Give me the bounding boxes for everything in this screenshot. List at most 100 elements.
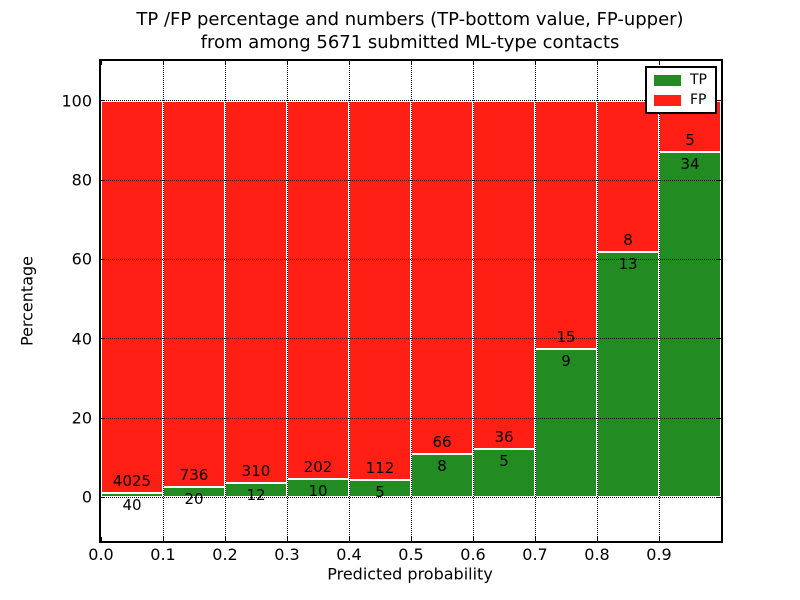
y-gridline (101, 179, 721, 181)
x-tick-label: 0.3 (274, 545, 300, 564)
tp-count-label: 8 (437, 457, 447, 476)
plot-area: TP FP 4025 40 736 20 310 12 202 10 112 5 66 8 36 5 15 9… (99, 59, 723, 543)
fp-bar-segment (411, 100, 473, 455)
fp-count-label: 202 (303, 457, 333, 476)
y-tick-mark (717, 496, 721, 498)
y-tick-mark (717, 100, 721, 102)
y-tick-label: 40 (71, 329, 92, 349)
legend-label-fp: FP (690, 92, 707, 108)
tp-count-label: 20 (184, 489, 204, 508)
y-axis-label: Percentage (17, 255, 37, 347)
x-tick-label: 0.5 (398, 545, 424, 564)
x-tick-label: 0.7 (522, 545, 548, 564)
fp-count-label: 36 (494, 427, 514, 446)
fp-count-label: 310 (241, 461, 271, 480)
tp-count-label: 12 (246, 485, 266, 504)
x-gridline (286, 61, 288, 541)
y-tick-mark (717, 179, 721, 181)
fp-count-label: 5 (685, 130, 695, 149)
y-tick-label: 100 (61, 91, 92, 111)
chart-title: TP /FP percentage and numbers (TP-bottom… (136, 8, 683, 54)
x-gridline (472, 61, 474, 541)
x-axis-label: Predicted probability (327, 564, 493, 584)
legend: TP FP (645, 66, 717, 114)
x-tick-mark (348, 537, 350, 541)
x-tick-mark (410, 537, 412, 541)
fp-count-label: 4025 (112, 472, 152, 491)
x-tick-mark (286, 537, 288, 541)
x-tick-mark (162, 61, 164, 65)
legend-label-tp: TP (690, 72, 707, 88)
x-tick-mark (224, 537, 226, 541)
fp-count-label: 112 (365, 459, 395, 478)
tp-count-label: 13 (618, 254, 638, 273)
x-gridline (658, 61, 660, 541)
tp-bar-segment (659, 151, 721, 498)
y-tick-label: 0 (81, 487, 92, 507)
y-tick-mark (101, 100, 105, 102)
x-gridline (348, 61, 350, 541)
x-tick-label: 0.2 (212, 545, 238, 564)
x-tick-mark (348, 61, 350, 65)
tp-count-label: 10 (308, 481, 328, 500)
fp-bar-segment (535, 100, 597, 349)
x-gridline (534, 61, 536, 541)
x-tick-mark (410, 61, 412, 65)
tp-count-label: 5 (375, 483, 385, 502)
chart-title-line1: TP /FP percentage and numbers (TP-bottom… (136, 9, 684, 30)
x-gridline (224, 61, 226, 541)
y-tick-label: 20 (71, 408, 92, 428)
fp-bar-segment (473, 100, 535, 449)
legend-item-fp: FP (654, 92, 707, 108)
y-tick-mark (717, 338, 721, 340)
x-tick-mark (162, 537, 164, 541)
fp-bar-segment (287, 100, 349, 479)
x-tick-label: 0.8 (584, 545, 610, 564)
x-tick-label: 0.0 (88, 545, 114, 564)
fp-bar-segment (163, 100, 225, 487)
y-tick-mark (717, 258, 721, 260)
y-gridline (101, 100, 721, 102)
tp-bar-segment (535, 348, 597, 498)
x-tick-mark (100, 61, 102, 65)
fp-count-label: 66 (432, 433, 452, 452)
y-gridline (101, 417, 721, 419)
y-tick-mark (101, 338, 105, 340)
x-tick-mark (286, 61, 288, 65)
tp-bar-segment (597, 251, 659, 498)
y-tick-mark (717, 417, 721, 419)
y-gridline (101, 338, 721, 340)
fp-bar-segment (225, 100, 287, 483)
fp-count-label: 15 (556, 327, 576, 346)
y-tick-mark (101, 258, 105, 260)
x-tick-mark (534, 61, 536, 65)
fp-count-label: 8 (623, 230, 633, 249)
x-tick-label: 0.1 (150, 545, 176, 564)
y-gridline (101, 496, 721, 498)
x-gridline (162, 61, 164, 541)
fp-legend-swatch (654, 94, 681, 106)
fp-bar-segment (101, 100, 163, 494)
y-tick-label: 80 (71, 170, 92, 190)
x-tick-mark (596, 537, 598, 541)
x-tick-mark (224, 61, 226, 65)
x-tick-mark (472, 61, 474, 65)
x-gridline (596, 61, 598, 541)
chart-title-line2: from among 5671 submitted ML-type contac… (200, 32, 620, 53)
y-tick-mark (101, 179, 105, 181)
x-tick-mark (100, 537, 102, 541)
fp-bar-segment (349, 100, 411, 481)
y-tick-mark (101, 496, 105, 498)
tp-count-label: 34 (680, 154, 700, 173)
fp-count-label: 736 (179, 465, 209, 484)
tp-bar-segment (411, 454, 473, 498)
x-gridline (410, 61, 412, 541)
fp-bar-segment (597, 100, 659, 252)
x-tick-mark (658, 537, 660, 541)
x-tick-label: 0.4 (336, 545, 362, 564)
x-tick-mark (658, 61, 660, 65)
tp-count-label: 5 (499, 451, 509, 470)
x-tick-label: 0.9 (646, 545, 672, 564)
x-tick-mark (472, 537, 474, 541)
